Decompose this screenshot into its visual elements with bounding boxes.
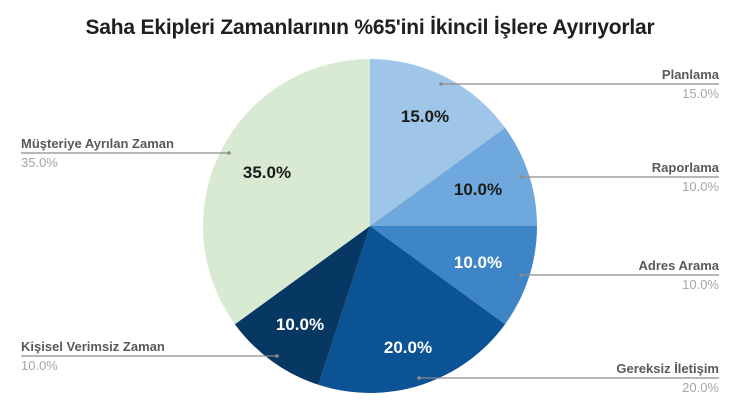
leader-lines [21,82,719,380]
slice-label-adres-arama: 10.0% [454,253,502,272]
legend-name-planlama: Planlama [662,67,720,82]
legend-value-musteriye-ayrilan-zaman: 35.0% [21,155,58,170]
legend-value-gereksiz-iletisim: 20.0% [682,380,719,395]
slice-kisisel-verimsiz-zaman[interactable] [234,226,370,385]
slice-label-raporlama: 10.0% [454,180,502,199]
slice-raporlama[interactable] [370,127,537,226]
legend-value-planlama: 15.0% [682,86,719,101]
slice-label-gereksiz-iletisim: 20.0% [384,338,432,357]
legend-name-adres-arama: Adres Arama [639,258,720,273]
slice-planlama[interactable] [370,58,506,226]
legend-name-gereksiz-iletisim: Gereksiz İletişim [616,361,719,376]
slice-adres-arama[interactable] [370,226,537,325]
legend-name-raporlama: Raporlama [652,160,720,175]
chart-title: Saha Ekipleri Zamanlarının %65'ini İkinc… [85,16,655,39]
slice-gereksiz-iletisim[interactable] [318,226,506,393]
slice-label-kisisel-verimsiz-zaman: 10.0% [276,315,324,334]
slice-label-planlama: 15.0% [401,107,449,126]
legend-name-kisisel-verimsiz-zaman: Kişisel Verimsiz Zaman [21,339,165,354]
legend-value-raporlama: 10.0% [682,179,719,194]
legend-value-adres-arama: 10.0% [682,277,719,292]
slice-label-musteriye-ayrilan-zaman: 35.0% [243,163,291,182]
slice-musteriye-ayrilan-zaman[interactable] [202,58,370,325]
legend-value-kisisel-verimsiz-zaman: 10.0% [21,358,58,373]
legend-name-musteriye-ayrilan-zaman: Müşteriye Ayrılan Zaman [21,136,174,151]
